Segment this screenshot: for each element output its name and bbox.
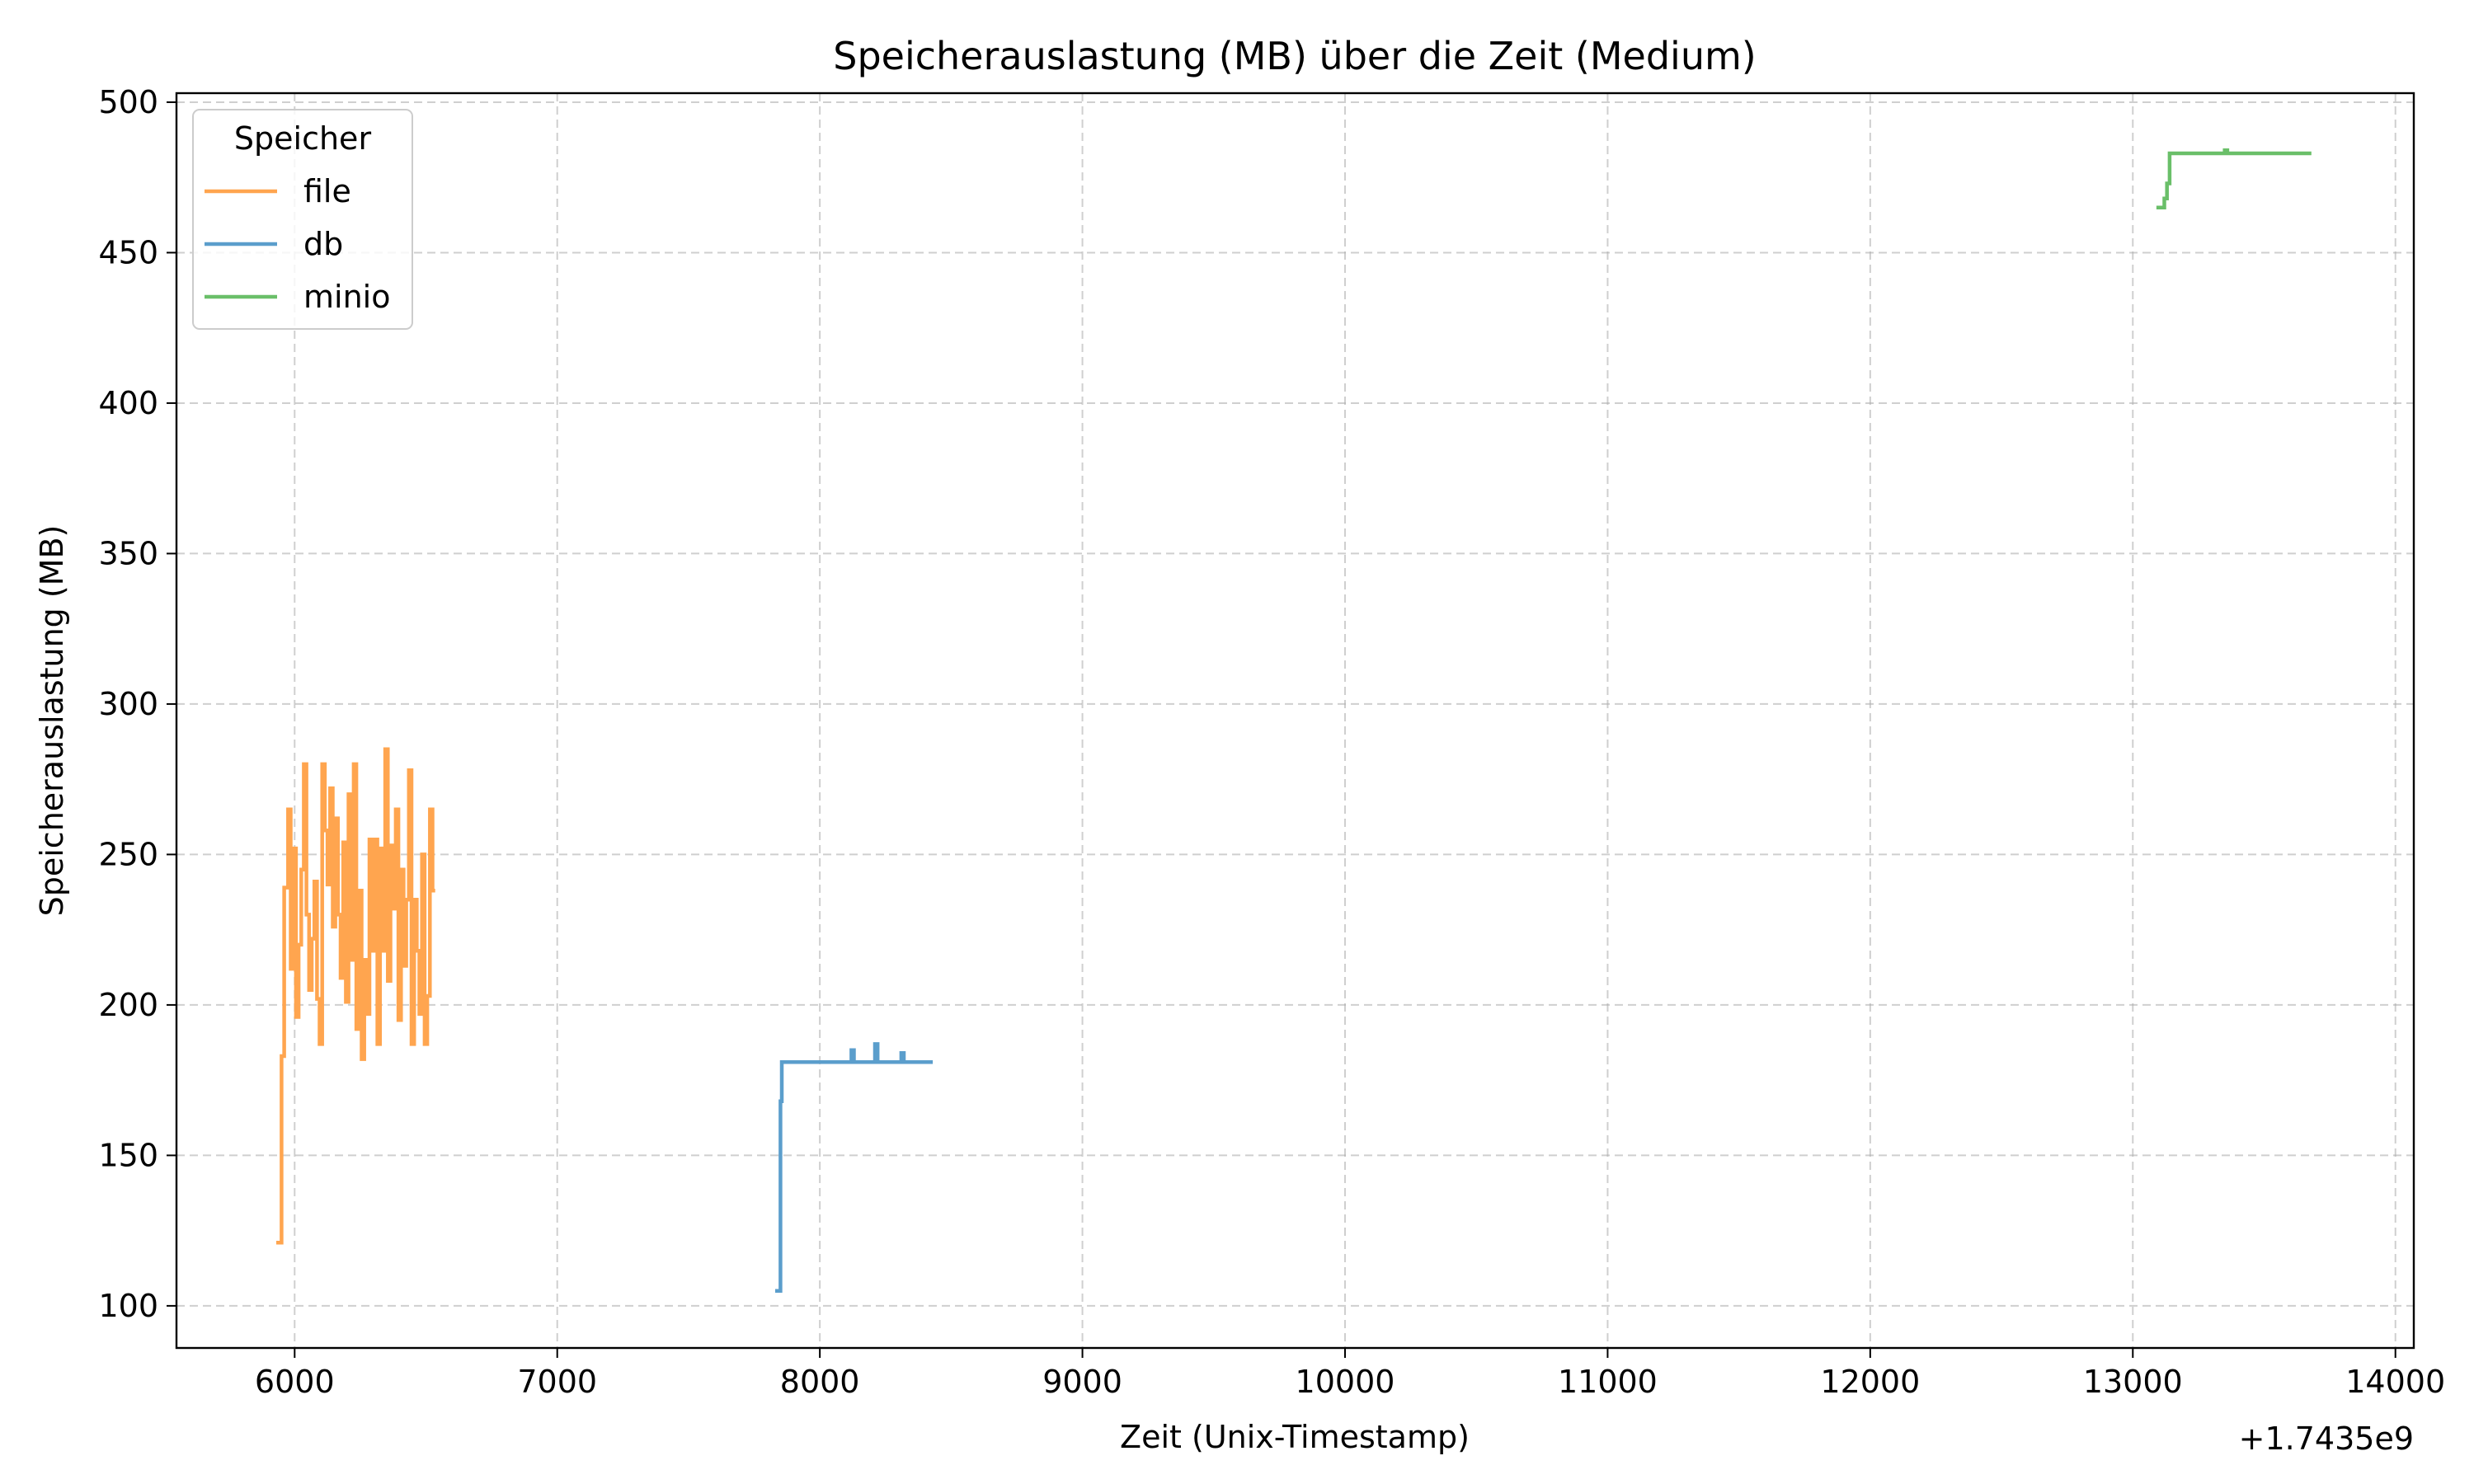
y-tick-label: 200 [98, 987, 158, 1023]
grid [176, 93, 2414, 1348]
x-tick-label: 9000 [1042, 1364, 1122, 1400]
x-tick-label: 11000 [1558, 1364, 1658, 1400]
y-axis-ticks: 100 150 200 250 300 350 400 450 500 [98, 84, 176, 1324]
x-tick-label: 12000 [1820, 1364, 1920, 1400]
y-tick-label: 300 [98, 686, 158, 722]
x-tick-label: 8000 [780, 1364, 860, 1400]
y-tick-label: 400 [98, 385, 158, 421]
x-axis-offset-label: +1.7435e9 [2239, 1421, 2414, 1457]
y-tick-label: 350 [98, 535, 158, 571]
x-tick-label: 13000 [2083, 1364, 2183, 1400]
series-line-db [775, 1042, 934, 1293]
plot-area-frame [175, 92, 2415, 1350]
series-line-file [276, 747, 435, 1245]
y-tick-label: 150 [98, 1137, 158, 1173]
legend-label-file: file [303, 173, 351, 209]
series-line-minio [2156, 148, 2312, 209]
legend: Speicher file db minio [192, 109, 413, 330]
y-tick-label: 250 [98, 836, 158, 872]
y-tick-label: 500 [98, 84, 158, 120]
x-tick-label: 10000 [1296, 1364, 1395, 1400]
legend-frame [192, 109, 413, 330]
x-tick-label: 7000 [517, 1364, 597, 1400]
chart-title: Speicherauslastung (MB) über die Zeit (M… [833, 34, 1756, 78]
legend-label-db: db [303, 226, 343, 262]
legend-label-minio: minio [303, 279, 390, 315]
y-axis-label: Speicherauslastung (MB) [34, 525, 70, 917]
legend-items: file db minio [205, 173, 390, 315]
series-lines [276, 148, 2312, 1293]
y-tick-label: 100 [98, 1288, 158, 1324]
x-tick-label: 14000 [2345, 1364, 2445, 1400]
legend-title: Speicher [234, 120, 372, 157]
x-tick-label: 6000 [255, 1364, 335, 1400]
x-axis-label: Zeit (Unix-Timestamp) [1120, 1419, 1470, 1455]
y-tick-label: 450 [98, 234, 158, 270]
x-axis-ticks: 6000 7000 8000 9000 10000 11000 12000 13000 1400… [255, 1348, 2445, 1400]
